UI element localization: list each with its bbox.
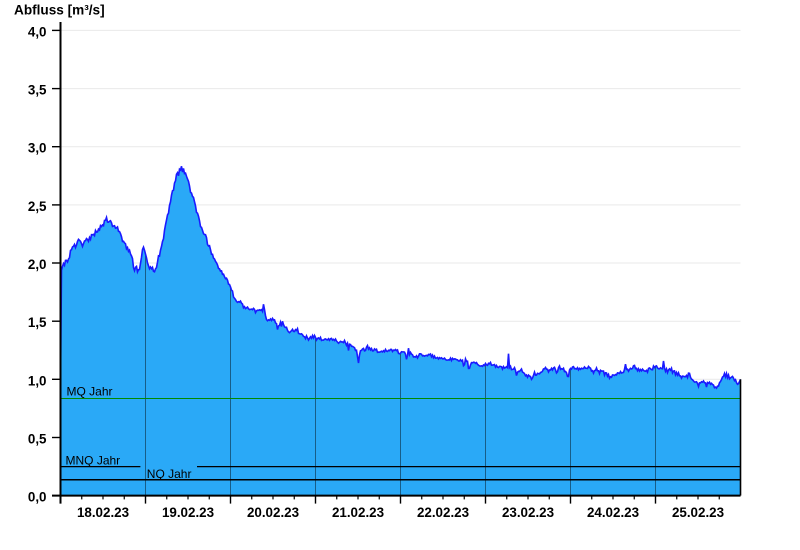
- svg-text:19.02.23: 19.02.23: [162, 505, 214, 520]
- svg-text:0,5: 0,5: [28, 432, 47, 447]
- svg-text:Abfluss [m³/s]: Abfluss [m³/s]: [14, 2, 105, 17]
- svg-text:MQ Jahr: MQ Jahr: [67, 385, 113, 399]
- svg-text:21.02.23: 21.02.23: [332, 505, 384, 520]
- svg-text:1,5: 1,5: [28, 315, 47, 330]
- svg-text:3,0: 3,0: [28, 141, 47, 156]
- svg-text:25.02.23: 25.02.23: [672, 505, 724, 520]
- svg-text:MNQ Jahr: MNQ Jahr: [66, 453, 121, 467]
- svg-text:22.02.23: 22.02.23: [417, 505, 469, 520]
- svg-text:NQ Jahr: NQ Jahr: [147, 467, 192, 481]
- svg-text:24.02.23: 24.02.23: [587, 505, 639, 520]
- svg-text:4,0: 4,0: [28, 24, 47, 39]
- svg-text:2,5: 2,5: [28, 199, 47, 214]
- svg-text:20.02.23: 20.02.23: [247, 505, 299, 520]
- svg-text:3,5: 3,5: [28, 83, 47, 98]
- svg-text:0,0: 0,0: [28, 490, 47, 505]
- svg-text:2,0: 2,0: [28, 257, 47, 272]
- svg-text:1,0: 1,0: [28, 373, 47, 388]
- svg-text:23.02.23: 23.02.23: [502, 505, 554, 520]
- svg-text:18.02.23: 18.02.23: [77, 505, 129, 520]
